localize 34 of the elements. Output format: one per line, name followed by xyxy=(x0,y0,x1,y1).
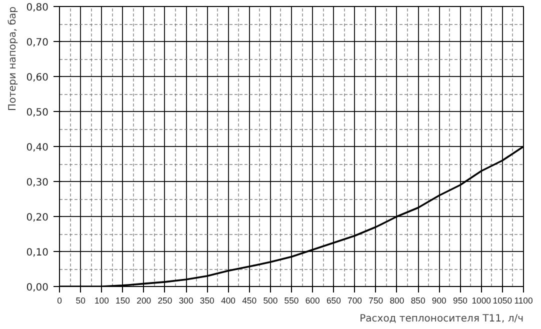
x-tick-label: 550 xyxy=(284,296,299,306)
x-tick-label: 600 xyxy=(305,296,320,306)
y-tick-label: 0,40 xyxy=(26,142,48,154)
x-tick-label: 350 xyxy=(200,296,215,306)
x-tick-label: 200 xyxy=(136,296,152,306)
y-tick-label: 0,00 xyxy=(26,282,48,294)
x-axis-title: Расход теплоносителя Т11, л/ч xyxy=(360,314,524,324)
x-tick-label: 1000 xyxy=(472,296,492,306)
x-tick-label: 450 xyxy=(242,296,257,306)
x-tick-label: 850 xyxy=(410,296,426,306)
x-tick-label: 700 xyxy=(348,296,362,306)
x-tick-label: 650 xyxy=(326,296,342,306)
x-tick-label: 1050 xyxy=(492,296,512,306)
x-tick-label: 0 xyxy=(57,296,62,306)
y-tick-label: 0,50 xyxy=(26,108,48,118)
y-tick-label: 0,80 xyxy=(26,2,48,14)
x-tick-label: 50 xyxy=(76,296,86,306)
y-tick-label: 0,60 xyxy=(26,72,48,84)
x-tick-label: 400 xyxy=(221,296,236,306)
x-tick-label: 500 xyxy=(263,296,278,306)
x-tick-label: 950 xyxy=(453,296,468,306)
y-tick-label: 0,70 xyxy=(26,38,48,48)
x-tick-label: 250 xyxy=(158,296,172,306)
x-tick-label: 750 xyxy=(368,296,384,306)
x-tick-label: 300 xyxy=(178,296,194,306)
x-tick-label: 900 xyxy=(432,296,447,306)
y-tick-label: 0,10 xyxy=(26,248,48,258)
y-axis-title: Потери напора, бар xyxy=(8,6,18,111)
y-tick-label: 0,30 xyxy=(26,178,48,188)
x-tick-label: 100 xyxy=(94,296,110,306)
x-tick-label: 800 xyxy=(390,296,404,306)
y-tick-label: 0,20 xyxy=(26,212,48,224)
x-tick-label: 150 xyxy=(116,296,130,306)
x-tick-label: 1100 xyxy=(514,296,533,306)
